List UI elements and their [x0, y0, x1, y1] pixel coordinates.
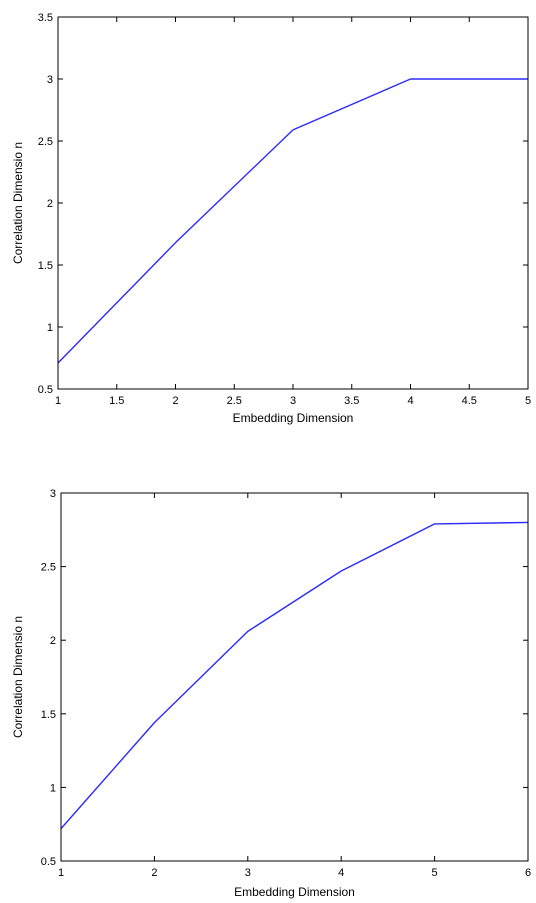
x-tick-label: 2	[172, 395, 178, 407]
plot-frame	[57, 16, 529, 390]
y-axis-label: Correlation Dimensio n	[11, 616, 25, 738]
x-tick-label: 2.5	[227, 395, 242, 407]
x-tick-label: 5	[432, 867, 438, 879]
x-tick-label: 4	[338, 867, 344, 879]
y-tick-label: 1	[50, 782, 56, 794]
y-axis-label: Correlation Dimensio n	[11, 142, 25, 264]
x-tick-label: 1	[55, 395, 61, 407]
series-line	[57, 78, 528, 364]
y-tick-label: 3.5	[38, 12, 53, 24]
x-tick-label: 1	[58, 867, 64, 879]
y-tick-label: 3	[50, 488, 56, 500]
chart-top: 1 1.5 2 2.5 3 3.5 4 4.5 50.511.522.533.5Embeddin…	[11, 12, 531, 425]
x-tick-label: 3	[245, 867, 251, 879]
y-tick-label: 0.5	[38, 384, 53, 396]
series-line	[60, 521, 529, 830]
x-tick-label: 4.5	[462, 395, 477, 407]
x-tick-label: 5	[525, 395, 531, 407]
y-tick-label: 1	[47, 322, 53, 334]
y-tick-label: 2.5	[38, 136, 53, 148]
x-tick-label: 2	[151, 867, 157, 879]
x-tick-label: 6	[525, 867, 531, 879]
x-axis-label: Embedding Dimension	[234, 885, 355, 899]
y-tick-label: 2.5	[41, 562, 56, 574]
y-tick-label: 1.5	[41, 709, 56, 721]
x-tick-label: 4	[407, 395, 413, 407]
y-tick-label: 0.5	[41, 856, 56, 868]
y-tick-label: 2	[50, 635, 56, 647]
y-tick-label: 1.5	[38, 260, 53, 272]
x-tick-label: 3.5	[344, 395, 359, 407]
x-tick-label: 3	[290, 395, 296, 407]
x-axis-label: Embedding Dimension	[233, 411, 354, 425]
plot-frame	[60, 492, 529, 862]
x-tick-label: 1.5	[109, 395, 124, 407]
y-tick-label: 3	[47, 74, 53, 86]
y-tick-label: 2	[47, 198, 53, 210]
